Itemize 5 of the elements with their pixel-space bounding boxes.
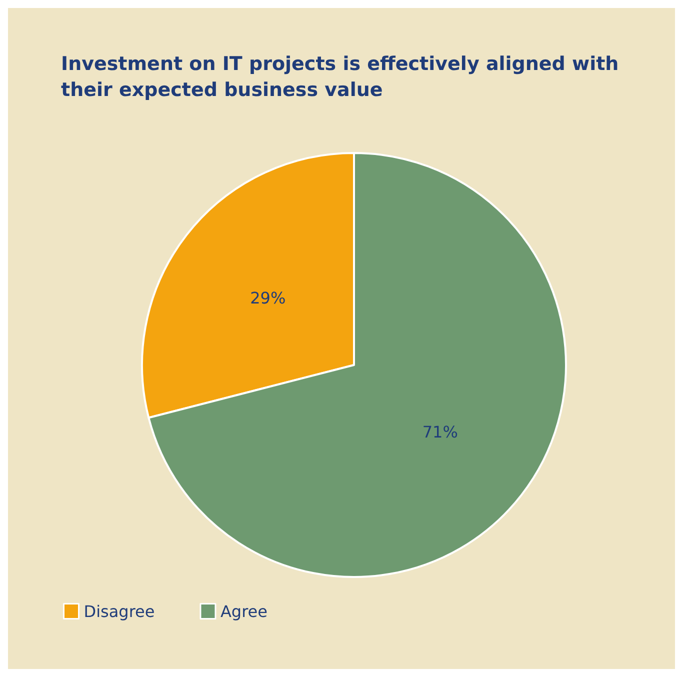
- chart-title: Investment on IT projects is effectively aligned with their expected business value: [61, 53, 626, 101]
- legend-label: Disagree: [84, 602, 155, 621]
- legend-label: Agree: [220, 602, 268, 621]
- data-label: 71%: [422, 422, 458, 442]
- data-label: 29%: [250, 288, 286, 308]
